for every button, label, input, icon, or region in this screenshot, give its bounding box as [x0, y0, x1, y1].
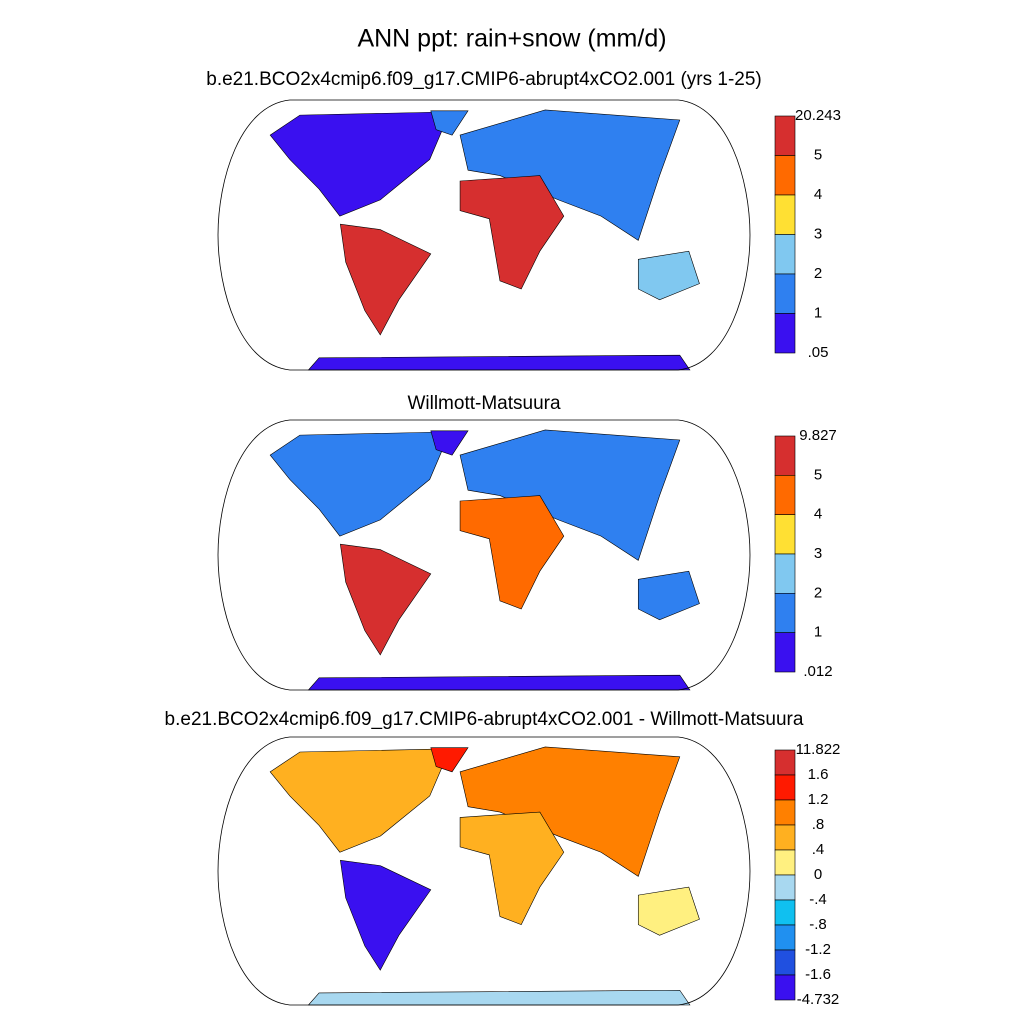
land [459, 175, 565, 290]
colorbar-label: .05 [808, 344, 829, 361]
land [269, 111, 451, 217]
colorbar-box [774, 749, 796, 776]
colorbar-label: -1.2 [805, 941, 831, 958]
colorbar-box [774, 899, 796, 926]
colorbar-label: 5 [814, 146, 822, 163]
land [430, 430, 469, 456]
colorbar-box [774, 115, 796, 156]
colorbar-box [774, 974, 796, 1001]
colorbar-box [774, 774, 796, 801]
colorbar-box [774, 435, 796, 476]
land [637, 886, 700, 936]
colorbar-box [774, 553, 796, 594]
colorbar-box [774, 273, 796, 314]
colorbar-box [774, 799, 796, 826]
land [637, 250, 700, 301]
colorbar-box [774, 632, 796, 673]
land [459, 109, 681, 241]
colorbar-label: 3 [814, 225, 822, 242]
map-outline [217, 419, 751, 691]
colorbar-label: 1 [814, 624, 822, 641]
land [307, 674, 691, 691]
land [340, 859, 432, 971]
colorbar-box [774, 155, 796, 196]
colorbar-box [774, 849, 796, 876]
panel-title: b.e21.BCO2x4cmip6.f09_g17.CMIP6-abrupt4x… [165, 709, 804, 730]
colorbar-label: 2 [814, 584, 822, 601]
map-outline [217, 736, 751, 1006]
land [637, 570, 700, 621]
colorbar-label: .012 [803, 663, 832, 680]
colorbar-label: 1.2 [808, 791, 829, 808]
colorbar-label: 9.827 [799, 427, 837, 444]
colorbar-box [774, 874, 796, 901]
land [307, 989, 691, 1006]
panel-title: b.e21.BCO2x4cmip6.f09_g17.CMIP6-abrupt4x… [206, 69, 762, 90]
land [459, 811, 565, 925]
land [269, 431, 451, 537]
colorbar-label: 4 [814, 506, 822, 523]
figure-title: ANN ppt: rain+snow (mm/d) [357, 25, 666, 53]
colorbar-label: -1.6 [805, 966, 831, 983]
panel-title: Willmott-Matsuura [407, 393, 561, 414]
colorbar-label: 1 [814, 304, 822, 321]
colorbar-box [774, 475, 796, 515]
colorbar-box [774, 949, 796, 976]
colorbar-label: 1.6 [808, 766, 829, 783]
colorbar-box [774, 924, 796, 951]
colorbar-label: -4.732 [797, 991, 840, 1008]
colorbar-box [774, 514, 796, 555]
land [340, 223, 432, 336]
colorbar-label: 3 [814, 545, 822, 562]
colorbar-label: -.4 [809, 891, 827, 908]
colorbar-label: 2 [814, 265, 822, 282]
land [430, 110, 469, 136]
colorbar-box [774, 824, 796, 851]
colorbar-label: 0 [814, 866, 822, 883]
land [459, 746, 681, 877]
colorbar-label: .8 [812, 816, 825, 833]
land [340, 543, 432, 656]
colorbar-label: 4 [814, 186, 822, 203]
land [459, 429, 681, 561]
colorbar-box [774, 593, 796, 633]
colorbar-label: 11.822 [796, 741, 841, 758]
colorbar-label: 20.243 [795, 107, 841, 124]
land [459, 495, 565, 610]
colorbar-box [774, 313, 796, 354]
land [430, 747, 469, 773]
map-outline [217, 99, 751, 371]
colorbar-box [774, 234, 796, 275]
colorbar-label: -.8 [809, 916, 827, 933]
colorbar-box [774, 194, 796, 235]
colorbar-label: .4 [812, 841, 825, 858]
colorbar-label: 5 [814, 466, 822, 483]
land [269, 748, 451, 853]
land [307, 354, 691, 371]
